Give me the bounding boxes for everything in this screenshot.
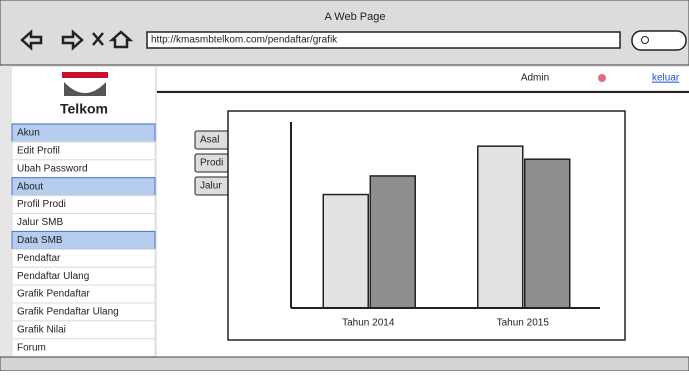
header-bar xyxy=(157,67,689,90)
back-button[interactable] xyxy=(20,29,43,51)
bar xyxy=(477,145,524,309)
bar xyxy=(524,158,571,309)
home-button[interactable] xyxy=(108,30,134,49)
x-tick-label: Tahun 2014 xyxy=(342,318,395,329)
menu-label: Grafik Pendaftar xyxy=(17,289,90,300)
bar xyxy=(369,175,416,309)
page-title: A Web Page xyxy=(325,11,386,23)
search-box[interactable] xyxy=(631,30,687,51)
menu-label: Grafik Nilai xyxy=(17,324,66,335)
chart: Tahun 2014 Tahun 2015 xyxy=(290,122,600,329)
menu: Akun Edit Profil Ubah Password About Profil … xyxy=(11,123,156,358)
menu-label: Profil Prodi xyxy=(17,199,66,210)
menu-label: Pendaftar Ulang xyxy=(17,271,89,282)
logo-bar xyxy=(62,72,108,78)
url: http://kmasmbtelkom.com/pendaftar/grafik xyxy=(151,35,338,46)
menu-label: Edit Profil xyxy=(17,145,60,156)
menu-label: Akun xyxy=(17,128,40,139)
menu-label: Pendaftar xyxy=(17,253,61,264)
nav-icons xyxy=(20,29,134,51)
menu-label: Forum xyxy=(17,342,46,353)
address-bar[interactable] xyxy=(146,31,621,49)
status-bar xyxy=(0,356,689,372)
settings-icon[interactable] xyxy=(598,74,606,82)
menu-label: About xyxy=(17,181,43,192)
tab-label: Prodi xyxy=(200,158,223,169)
logo-text: Telkom xyxy=(60,101,108,117)
search-icon xyxy=(641,36,649,44)
menu-label: Grafik Pendaftar Ulang xyxy=(17,307,119,318)
forward-button[interactable] xyxy=(61,29,84,51)
logout-link[interactable]: keluar xyxy=(652,73,680,84)
menu-label: Jalur SMB xyxy=(17,217,63,228)
x-tick-label: Tahun 2015 xyxy=(497,318,550,329)
bar xyxy=(322,193,369,309)
stop-button[interactable] xyxy=(92,32,104,46)
tabs: Asal Prodi Jalur xyxy=(194,130,236,196)
menu-label: Ubah Password xyxy=(17,163,88,174)
user-name: Admin xyxy=(521,73,549,84)
tab-label: Asal xyxy=(200,135,219,146)
menu-label: Data SMB xyxy=(17,235,63,246)
tab-label: Jalur xyxy=(200,181,222,192)
logo-mark xyxy=(64,82,106,96)
